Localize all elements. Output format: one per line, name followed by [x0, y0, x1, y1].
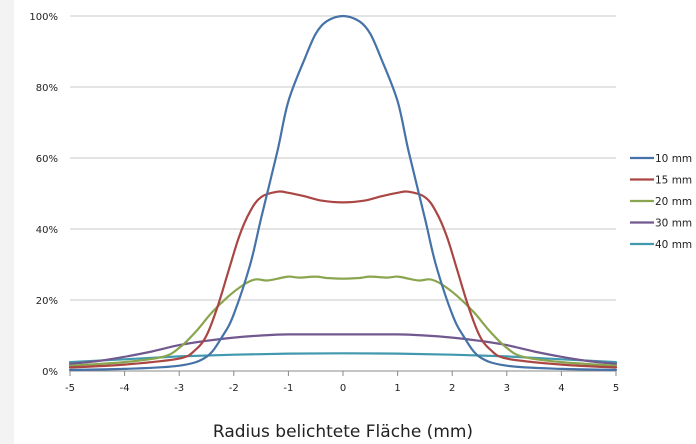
- y-tick-label: 20%: [36, 296, 58, 307]
- series-line-30-mm: [68, 333, 618, 365]
- x-tick-label: 4: [558, 383, 564, 394]
- series-line-40-mm: [68, 352, 618, 364]
- y-tick-label: 100%: [29, 12, 58, 23]
- legend-label-10-mm: 10 mm: [655, 153, 692, 165]
- y-tick-label: 60%: [36, 154, 58, 165]
- legend-label-15-mm: 15 mm: [655, 175, 692, 187]
- legend-label-40-mm: 40 mm: [655, 239, 692, 251]
- series-line-20-mm: [68, 275, 618, 367]
- x-tick-label: 1: [394, 383, 400, 394]
- series-lines: [68, 14, 618, 371]
- x-tick-label: -1: [283, 383, 293, 394]
- legend-label-20-mm: 20 mm: [655, 196, 692, 208]
- x-tick-label: 0: [340, 383, 346, 394]
- series-line-10-mm: [68, 14, 618, 371]
- x-tick-label: -2: [229, 383, 239, 394]
- x-tick-label: -4: [120, 383, 130, 394]
- y-tick-label: 80%: [36, 83, 58, 94]
- x-tick-label: 5: [613, 383, 619, 394]
- y-axis-ticks: 0% 20% 40% 60% 80% 100%: [29, 12, 58, 378]
- series-line-15-mm: [68, 190, 618, 369]
- x-tick-label: -3: [174, 383, 184, 394]
- legend-label-30-mm: 30 mm: [655, 218, 692, 230]
- x-axis-ticks: -5 -4 -3 -2 -1 0 1 2 3 4 5: [65, 371, 619, 394]
- x-tick-label: -5: [65, 383, 75, 394]
- x-tick-label: 2: [449, 383, 455, 394]
- y-tick-label: 40%: [36, 225, 58, 236]
- gridlines: [70, 15, 616, 372]
- y-tick-label: 0%: [42, 367, 58, 378]
- x-tick-label: 3: [504, 383, 510, 394]
- x-axis-label: Radius belichtete Fläche (mm): [213, 422, 473, 442]
- legend: 10 mm 15 mm 20 mm 30 mm 40 mm: [630, 153, 692, 251]
